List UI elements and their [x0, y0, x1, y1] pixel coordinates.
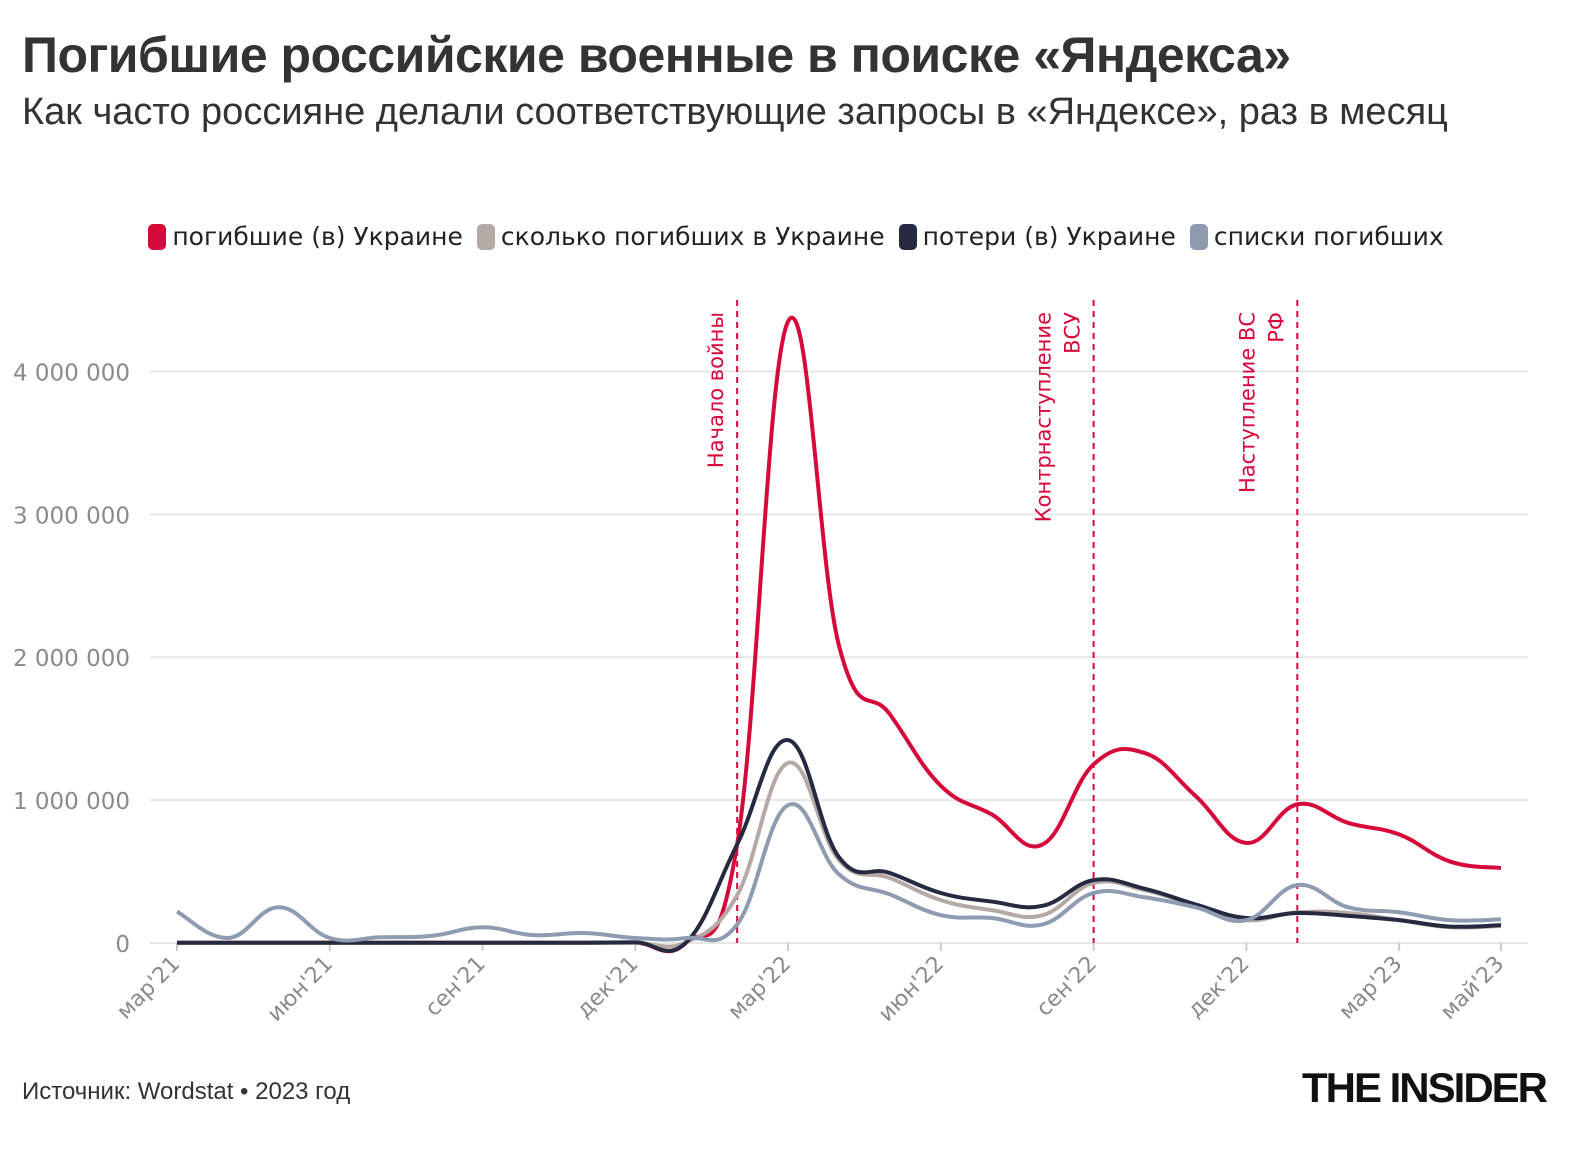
source: Источник: Wordstat • 2023 год	[22, 1078, 351, 1105]
chart: 0 1 000 000 2 000 000 3 000 000 4 000 000 мар…	[13, 300, 1528, 1027]
event-label: Начало войны	[704, 312, 728, 468]
legend-label: погибшие (в) Украине	[172, 222, 463, 251]
chart-title: Погибшие российские военные в поиске «Ян…	[22, 27, 1291, 83]
event-label: РФ	[1264, 312, 1288, 343]
x-tick-label: май'23	[1436, 952, 1509, 1025]
y-tick-label: 0	[115, 932, 130, 958]
y-tick-label: 1 000 000	[13, 789, 130, 815]
x-tick-label: июн'22	[874, 952, 949, 1027]
brand-logo: THE INSIDER	[1301, 1064, 1548, 1111]
legend-swatch	[148, 223, 167, 250]
x-tick-label: мар'22	[723, 952, 796, 1025]
y-tick-label: 3 000 000	[13, 503, 130, 529]
legend-swatch	[1189, 223, 1208, 250]
x-tick-label: мар'23	[1334, 952, 1407, 1025]
x-tick-label: дек'22	[1183, 952, 1254, 1023]
x-tick-label: июн'21	[263, 952, 338, 1027]
x-tick-label: мар'21	[112, 952, 185, 1025]
legend-item: списки погибших	[1189, 222, 1444, 251]
legend-item: сколько погибших в Украине	[476, 222, 885, 251]
legend-label: списки погибших	[1213, 222, 1444, 251]
y-tick-label: 2 000 000	[13, 646, 130, 672]
series-line	[177, 738, 1502, 953]
chart-subtitle: Как часто россияне делали соответствующи…	[22, 91, 1448, 133]
event-label: ВСУ	[1061, 312, 1085, 354]
event-label: Контрнаступление	[1032, 312, 1056, 522]
x-tick-label: сен'21	[421, 952, 491, 1022]
legend-item: погибшие (в) Украине	[148, 222, 463, 251]
legend-swatch	[476, 223, 495, 250]
x-tick-label: сен'22	[1032, 952, 1102, 1022]
legend-label: потери (в) Украине	[922, 222, 1176, 251]
legend-label: сколько погибших в Украине	[500, 222, 885, 251]
y-tick-label: 4 000 000	[13, 360, 130, 386]
x-tick-label: дек'21	[572, 952, 643, 1023]
legend-swatch	[898, 223, 917, 250]
event-label: Наступление ВС	[1235, 312, 1259, 493]
series-line	[175, 802, 1502, 943]
legend: погибшие (в) Украине сколько погибших в У…	[0, 222, 1592, 251]
legend-item: потери (в) Украине	[898, 222, 1176, 251]
